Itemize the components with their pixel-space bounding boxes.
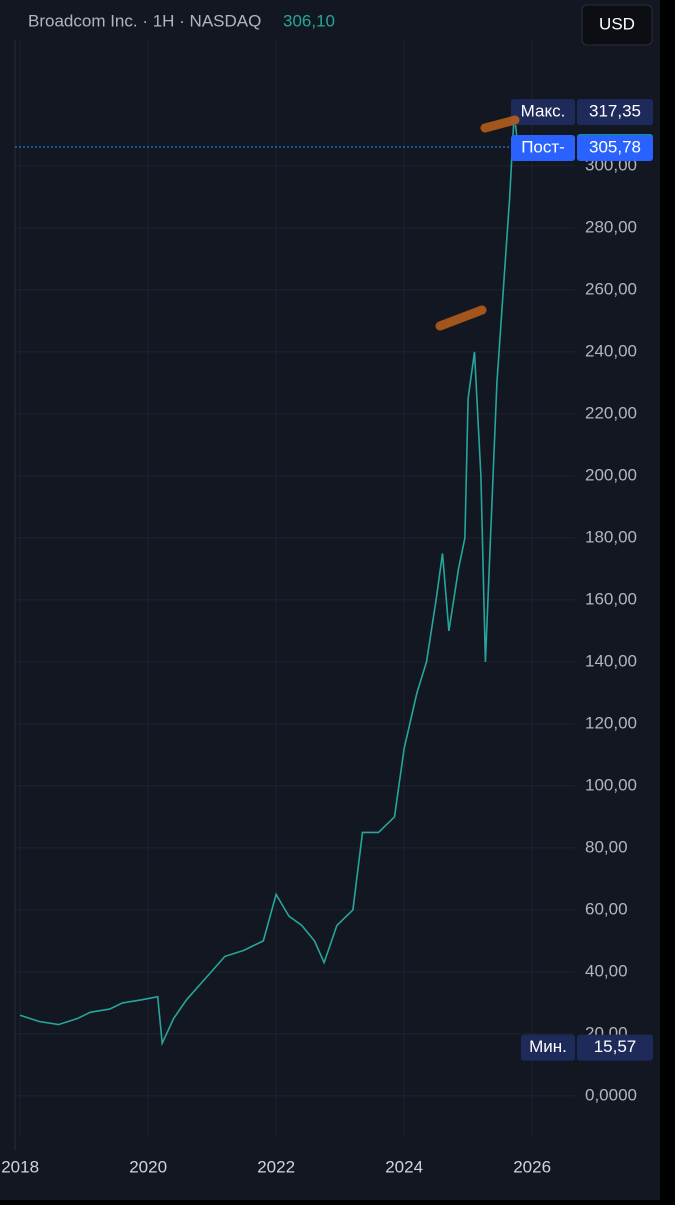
x-tick-label: 2026 (513, 1157, 551, 1176)
y-tick-label: 180,00 (585, 527, 637, 546)
x-tick-label: 2024 (385, 1157, 423, 1176)
x-tick-label: 2018 (1, 1157, 39, 1176)
highlight (480, 115, 520, 133)
price-label: 15,57 (594, 1037, 637, 1056)
price-label-bg (577, 99, 653, 126)
marker-name: Макс. (521, 102, 566, 121)
price-label: 305,78 (589, 137, 641, 156)
marker-name: Пост- (521, 137, 565, 156)
y-tick-label: 100,00 (585, 775, 637, 794)
y-tick-label: 120,00 (585, 713, 637, 732)
x-tick-label: 2022 (257, 1157, 295, 1176)
y-tick-label: 40,00 (585, 961, 628, 980)
y-tick-label: 160,00 (585, 589, 637, 608)
currency: USD (599, 14, 635, 33)
plot: 0,000020,0040,0060,0080,00100,00120,0014… (1, 40, 653, 1176)
marker-name: Мин. (529, 1037, 567, 1056)
marker-name-bg (511, 134, 575, 161)
y-tick-label: 80,00 (585, 837, 628, 856)
y-tick-label: 280,00 (585, 217, 637, 236)
price-label-bg (577, 1034, 653, 1061)
chart-title: Broadcom Inc. · 1H · NASDAQ (28, 11, 261, 30)
y-tick-label: 0,0000 (585, 1085, 637, 1104)
x-tick-label: 2020 (129, 1157, 167, 1176)
price-label-bg (577, 134, 653, 161)
marker-name-bg (521, 1034, 575, 1061)
y-tick-label: 240,00 (585, 341, 637, 360)
marker-name-bg (511, 99, 575, 126)
y-tick-label: 200,00 (585, 465, 637, 484)
y-tick-label: 60,00 (585, 899, 628, 918)
title-price: 306,10 (283, 11, 335, 30)
y-tick-label: 260,00 (585, 279, 637, 298)
currency-button[interactable] (581, 4, 653, 46)
y-tick-label: 140,00 (585, 651, 637, 670)
y-tick-label: 220,00 (585, 403, 637, 422)
price-line (19, 113, 519, 1047)
price-label: 317,35 (589, 102, 641, 121)
highlight (435, 305, 487, 331)
